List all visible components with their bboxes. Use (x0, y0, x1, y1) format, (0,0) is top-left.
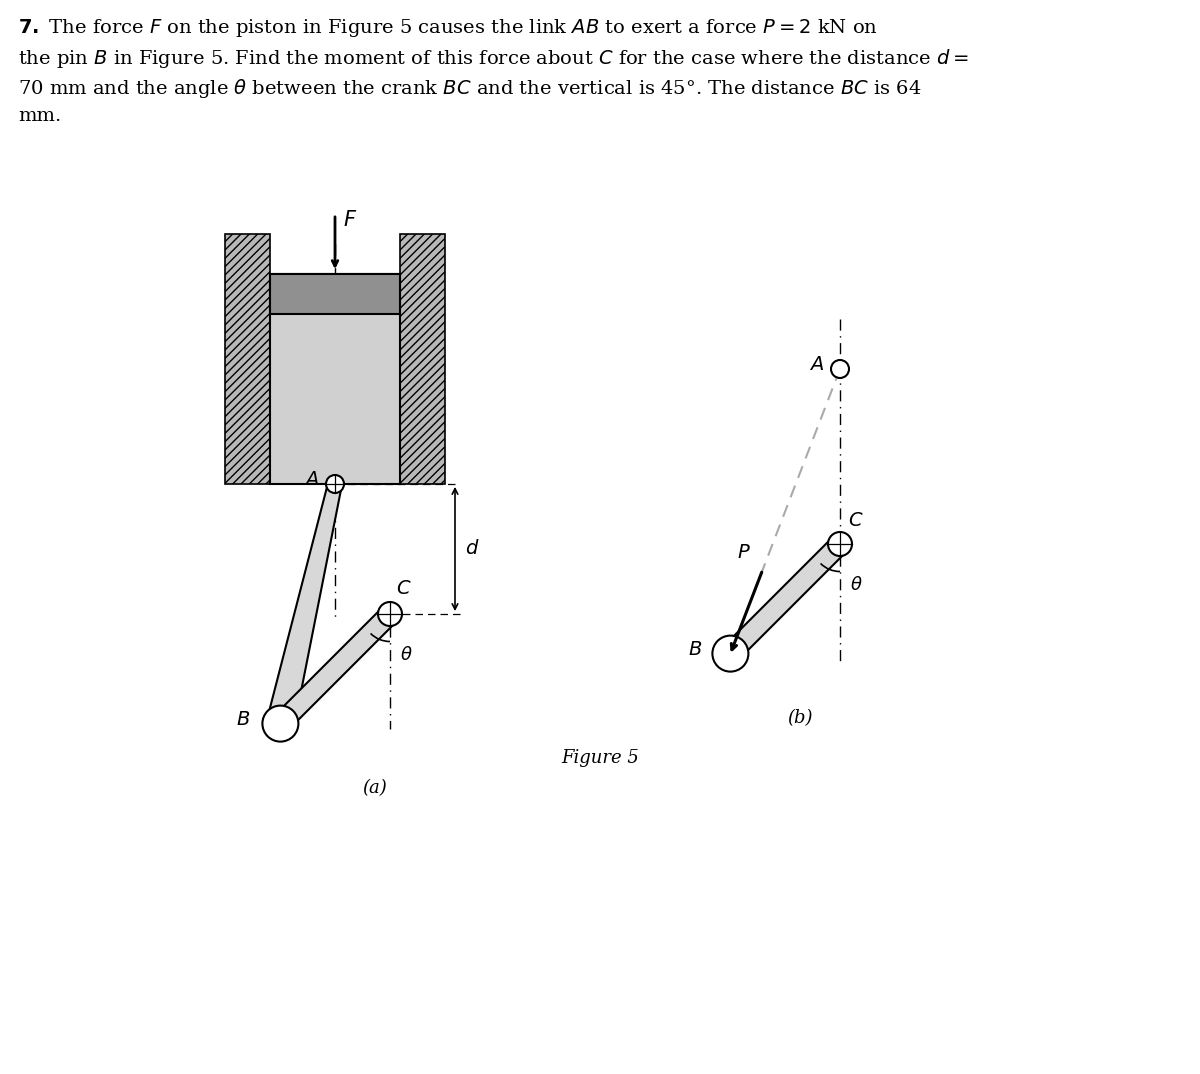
Wedge shape (383, 604, 400, 621)
Circle shape (263, 706, 299, 742)
Text: the pin $B$ in Figure 5. Find the moment of this force about $C$ for the case wh: the pin $B$ in Figure 5. Find the moment… (18, 47, 968, 70)
Text: $C$: $C$ (848, 512, 864, 529)
Text: $\theta$: $\theta$ (850, 576, 863, 594)
Text: $F$: $F$ (343, 211, 358, 230)
Text: $B$: $B$ (236, 711, 251, 728)
Text: mm.: mm. (18, 107, 61, 125)
Polygon shape (274, 607, 397, 730)
Text: $A$: $A$ (304, 471, 319, 489)
Bar (270, 274, 400, 314)
Polygon shape (724, 537, 847, 661)
Polygon shape (266, 482, 342, 727)
Text: $\mathbf{7.}$ The force $F$ on the piston in Figure 5 causes the link $AB$ to ex: $\mathbf{7.}$ The force $F$ on the pisto… (18, 17, 878, 39)
Text: $B$: $B$ (689, 640, 702, 658)
Text: $\theta$: $\theta$ (400, 645, 413, 664)
Text: $A$: $A$ (809, 355, 824, 374)
Circle shape (713, 636, 749, 671)
Text: $P$: $P$ (737, 543, 751, 562)
Circle shape (378, 603, 402, 626)
Wedge shape (720, 647, 738, 664)
Text: $C$: $C$ (396, 580, 412, 598)
Text: 70 mm and the angle $\theta$ between the crank $BC$ and the vertical is 45°. The: 70 mm and the angle $\theta$ between the… (18, 77, 922, 100)
Circle shape (326, 475, 344, 493)
Wedge shape (270, 716, 288, 734)
Bar (270, 274, 400, 484)
Text: (b): (b) (787, 709, 812, 727)
Circle shape (830, 360, 850, 378)
Bar (226, 234, 270, 484)
Text: $d$: $d$ (466, 539, 480, 558)
Wedge shape (833, 534, 850, 551)
Circle shape (828, 532, 852, 556)
Bar (400, 234, 445, 484)
Text: Figure 5: Figure 5 (562, 749, 638, 767)
Text: (a): (a) (362, 779, 388, 797)
